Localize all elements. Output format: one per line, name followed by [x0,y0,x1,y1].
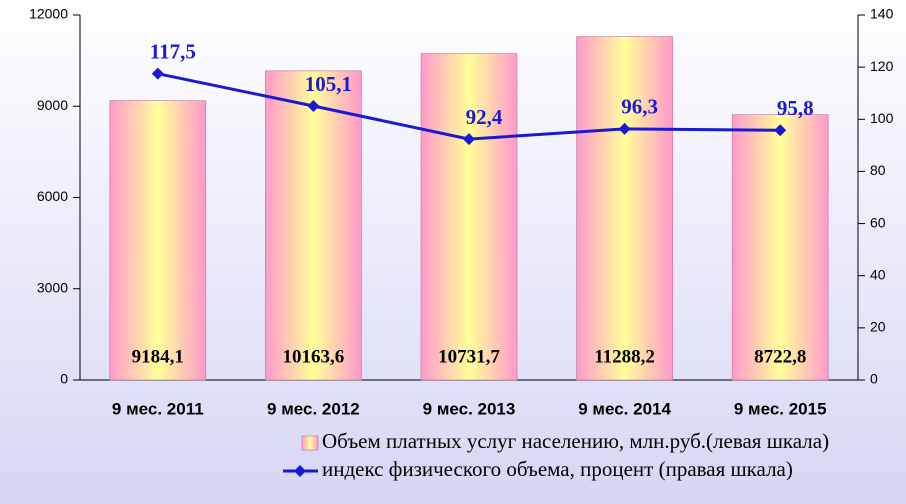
line-value-label: 117,5 [150,39,196,63]
x-tick-label: 9 мес. 2015 [734,399,827,418]
legend-marker [294,465,306,477]
line-marker [774,124,787,137]
line-value-label: 105,1 [305,72,352,96]
bar [265,70,362,381]
bar-value-label: 10731,7 [438,346,500,367]
legend-label: Объем платных услуг населению, млн.руб.(… [322,429,829,453]
x-tick-label: 9 мес. 2011 [112,399,204,418]
y2-tick-label: 40 [870,266,886,282]
line-marker [618,122,631,135]
line-value-label: 92,4 [466,105,503,129]
y2-tick-label: 100 [870,110,894,126]
line-marker [307,99,320,112]
y-tick-label: 0 [60,371,68,387]
x-tick-label: 9 мес. 2013 [423,399,516,418]
y2-tick-label: 60 [870,214,886,230]
legend-swatch-bar [301,435,319,451]
bar [731,114,829,381]
bar-value-label: 9184,1 [132,346,184,367]
y-tick-label: 12000 [29,6,68,22]
y2-tick-label: 120 [870,58,894,74]
bar [109,100,207,381]
line-marker [463,133,475,146]
legend-label: индекс физического объема, процент (прав… [322,457,793,481]
bar-value-label: 8722,8 [754,346,806,367]
y2-tick-label: 80 [870,162,886,178]
line-marker [151,67,164,80]
bar-value-label: 10163,6 [283,346,345,367]
y-tick-label: 3000 [37,279,68,295]
x-tick-label: 9 мес. 2014 [578,399,671,418]
x-tick-label: 9 мес. 2012 [267,399,360,418]
y2-tick-label: 20 [870,319,886,335]
line-value-label: 96,3 [621,95,658,119]
bar [576,36,673,381]
bar-value-label: 11288,2 [594,346,655,367]
y-tick-label: 6000 [37,188,68,204]
y-tick-label: 9000 [37,97,68,113]
line-value-label: 95,8 [777,96,814,120]
y2-tick-label: 0 [870,371,878,387]
bar [420,53,518,381]
y2-tick-label: 140 [870,6,894,22]
